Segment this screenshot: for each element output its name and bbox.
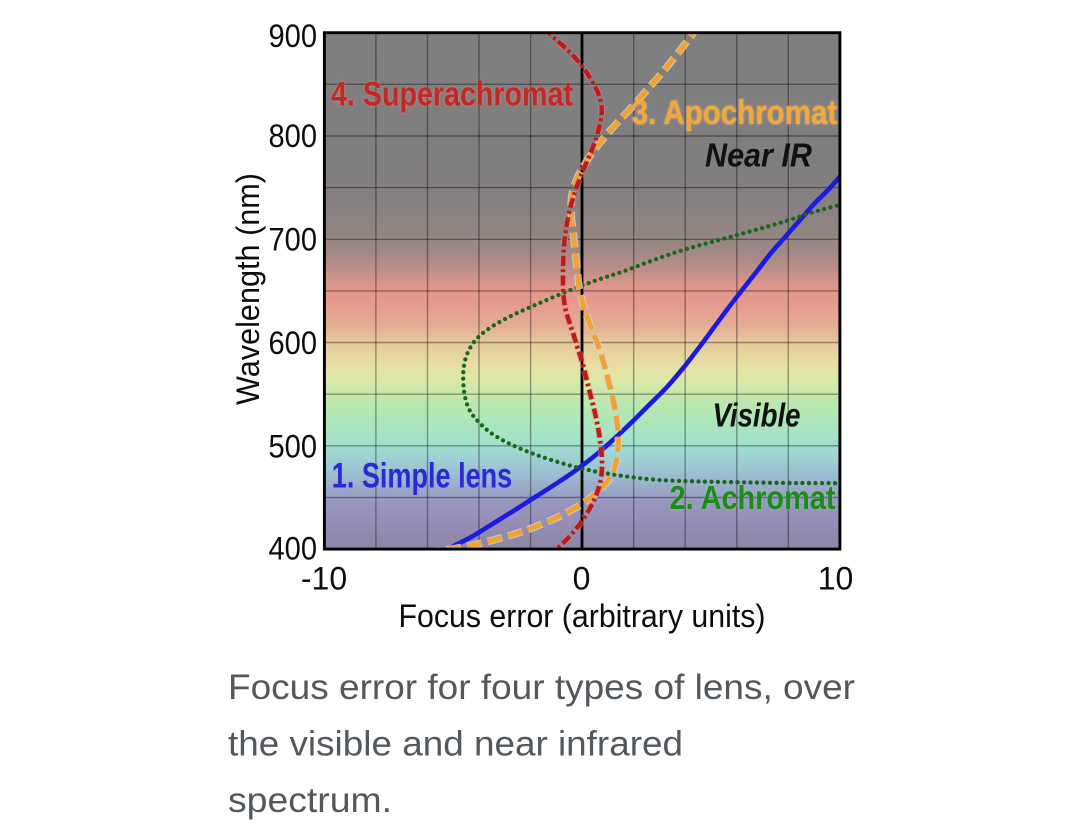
svg-text:3. Apochromat: 3. Apochromat bbox=[632, 94, 838, 132]
svg-text:600: 600 bbox=[269, 325, 318, 361]
svg-text:-10: -10 bbox=[301, 561, 347, 597]
svg-text:900: 900 bbox=[269, 18, 318, 54]
svg-text:Wavelength (nm): Wavelength (nm) bbox=[230, 173, 266, 405]
svg-text:Focus error for four types of: Focus error for four types of lens, over bbox=[228, 668, 855, 707]
svg-text:10: 10 bbox=[818, 561, 854, 597]
svg-text:Near IR: Near IR bbox=[705, 137, 812, 174]
svg-text:2. Achromat: 2. Achromat bbox=[670, 479, 836, 516]
svg-text:1. Simple lens: 1. Simple lens bbox=[332, 457, 512, 496]
svg-text:800: 800 bbox=[269, 118, 318, 154]
svg-text:0: 0 bbox=[573, 561, 591, 597]
svg-text:500: 500 bbox=[269, 429, 318, 465]
svg-text:700: 700 bbox=[269, 221, 318, 257]
svg-text:4. Superachromat: 4. Superachromat bbox=[331, 76, 573, 114]
svg-text:Visible: Visible bbox=[713, 397, 801, 434]
svg-text:spectrum.: spectrum. bbox=[228, 781, 392, 820]
svg-text:the visible and near infrared: the visible and near infrared bbox=[228, 725, 683, 764]
svg-text:400: 400 bbox=[269, 531, 318, 567]
svg-text:Focus error (arbitrary units): Focus error (arbitrary units) bbox=[399, 598, 766, 634]
